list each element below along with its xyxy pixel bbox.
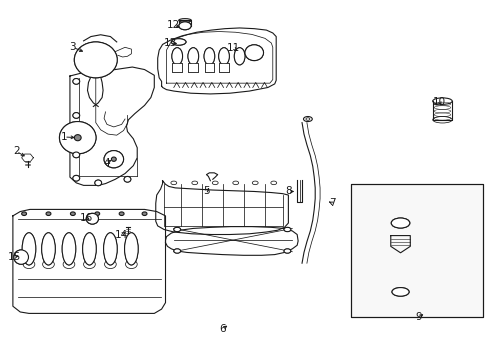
Text: 14: 14 [115,230,128,239]
Ellipse shape [142,212,147,216]
Ellipse shape [73,78,80,84]
Ellipse shape [284,227,290,231]
Bar [204,63,214,72]
Ellipse shape [179,22,191,30]
Text: 6: 6 [219,324,225,334]
Bar [188,63,198,72]
Ellipse shape [244,45,263,60]
Ellipse shape [74,42,117,78]
Ellipse shape [284,249,290,253]
Bar [350,184,483,317]
Text: 13: 13 [163,38,177,48]
Bar [188,63,198,72]
Ellipse shape [73,175,80,181]
Ellipse shape [234,48,244,65]
Bar [219,63,228,72]
Text: 10: 10 [432,97,445,107]
Ellipse shape [22,233,36,265]
Ellipse shape [95,212,100,216]
Text: 5: 5 [203,186,209,196]
Ellipse shape [14,250,28,264]
Bar [350,184,483,317]
Text: 3: 3 [69,42,76,52]
Ellipse shape [124,176,131,182]
Ellipse shape [62,233,76,265]
Bar [172,63,182,72]
Text: 1: 1 [61,132,67,142]
Ellipse shape [73,152,80,158]
Text: 4: 4 [103,158,110,168]
Ellipse shape [46,212,51,216]
Ellipse shape [390,218,409,228]
Bar [219,63,228,72]
Ellipse shape [171,48,182,65]
Ellipse shape [73,113,80,118]
Ellipse shape [74,135,81,141]
Text: 9: 9 [415,312,422,322]
Ellipse shape [391,288,408,296]
Ellipse shape [119,212,124,216]
Ellipse shape [171,39,185,45]
Ellipse shape [21,212,26,216]
Ellipse shape [60,122,96,154]
Ellipse shape [173,249,180,253]
Ellipse shape [95,180,102,186]
Ellipse shape [187,48,198,65]
Ellipse shape [103,233,117,265]
Ellipse shape [82,233,96,265]
Ellipse shape [111,157,116,161]
Text: 2: 2 [13,146,20,156]
Bar [204,63,214,72]
Text: 16: 16 [79,213,92,222]
Ellipse shape [124,233,138,265]
Ellipse shape [218,48,229,65]
Bar [172,63,182,72]
Text: 15: 15 [8,252,21,262]
Ellipse shape [86,213,98,224]
Ellipse shape [203,48,214,65]
Ellipse shape [70,212,75,216]
Text: 11: 11 [227,43,240,53]
Ellipse shape [173,227,180,231]
Ellipse shape [104,150,123,168]
Text: 8: 8 [285,186,291,197]
Ellipse shape [41,233,55,265]
Text: 12: 12 [167,20,180,30]
Text: 7: 7 [328,198,335,208]
